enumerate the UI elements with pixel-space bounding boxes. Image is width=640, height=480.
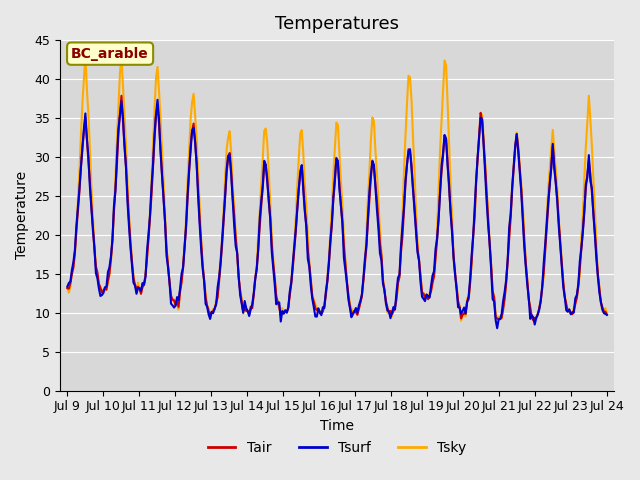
Tsky [244,308,252,314]
Tair [226,150,234,156]
Line: Tair: Tair [67,96,607,320]
Tsurf [130,280,138,286]
Tsurf [253,265,260,271]
Tair [244,308,252,314]
Tair [118,93,125,99]
Tsurf [154,97,161,103]
Tsurf [244,308,252,314]
Tsky [253,264,260,270]
Tsky [576,272,584,278]
Text: BC_arable: BC_arable [71,47,149,60]
Tair [253,267,260,273]
Tsurf [603,312,611,318]
Tsky [63,285,71,290]
Tsky [603,310,611,315]
Tair [529,317,537,323]
Tsurf [226,152,234,158]
Legend: Tair, Tsurf, Tsky: Tair, Tsurf, Tsky [202,436,472,461]
Tair [131,282,139,288]
Tsurf [576,258,584,264]
Tsky [531,319,539,325]
Tair [301,206,308,212]
Tair [576,265,584,271]
Line: Tsky: Tsky [67,55,607,322]
Tsky [81,52,89,58]
Y-axis label: Temperature: Temperature [15,171,29,259]
Title: Temperatures: Temperatures [275,15,399,33]
Tsky [226,128,234,134]
Tsurf [63,284,71,289]
Tair [603,312,611,318]
Tsky [301,181,308,187]
Tsurf [301,208,308,214]
X-axis label: Time: Time [320,419,354,433]
Tair [63,285,71,291]
Tsky [131,284,139,289]
Line: Tsurf: Tsurf [67,100,607,328]
Tsurf [493,325,501,331]
